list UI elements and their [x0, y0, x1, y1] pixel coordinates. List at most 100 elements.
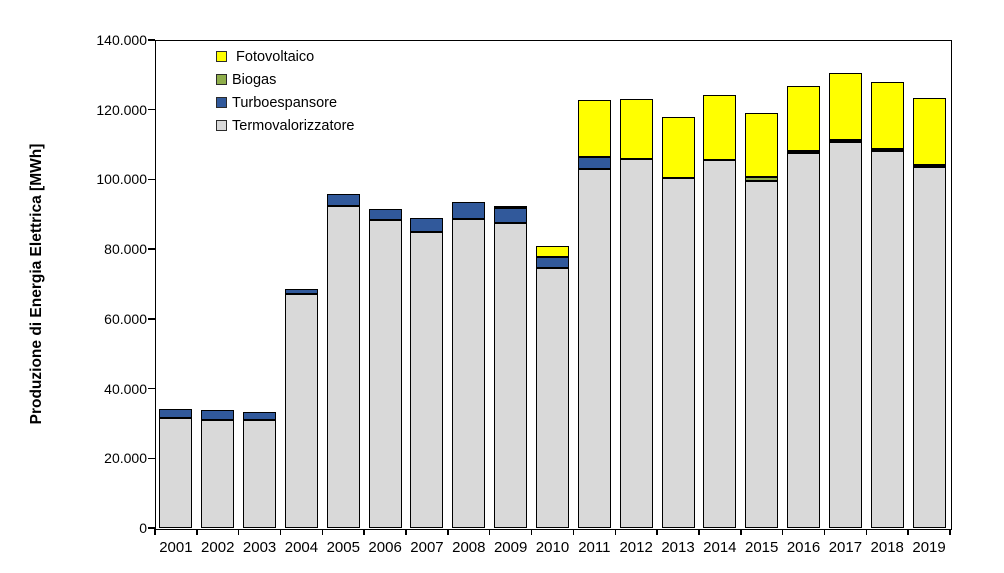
x-tick-mark — [614, 529, 616, 535]
bar-segment-fotovoltaico — [912, 97, 946, 166]
bar-segment-termovalorizzatore — [243, 419, 277, 528]
y-tick-mark — [148, 527, 155, 529]
bar-segment-turboespansore — [536, 256, 569, 268]
x-tick-mark — [823, 529, 826, 535]
bar-segment-termovalorizzatore — [201, 419, 235, 528]
bar-segment-termovalorizzatore — [284, 294, 318, 528]
bar-2012 — [619, 98, 653, 528]
x-tick-label: 2004 — [284, 539, 319, 556]
x-tick-label: 2011 — [578, 539, 611, 556]
legend-swatch-turboespansore — [216, 97, 227, 108]
bar-segment-termovalorizzatore — [494, 222, 528, 528]
bar-2018 — [870, 81, 904, 528]
x-tick-mark — [572, 529, 575, 535]
x-tick-mark — [656, 529, 658, 535]
legend: Fotovoltaico Biogas Turboespansore Termoval… — [216, 45, 355, 137]
bar-2002 — [201, 410, 235, 528]
x-tick-label: 2003 — [242, 539, 277, 556]
bar-2013 — [661, 116, 695, 528]
x-tick-label: 2013 — [661, 539, 695, 556]
bar-segment-turboespansore — [452, 202, 486, 219]
y-tick-label: 20.000 — [104, 450, 147, 467]
y-tick-label: 120.000 — [96, 101, 147, 118]
legend-label: Termovalorizzatore — [232, 117, 355, 134]
bar-2017 — [828, 72, 862, 528]
bar-segment-fotovoltaico — [577, 99, 611, 157]
bar-2007 — [410, 217, 444, 528]
bar-segment-termovalorizzatore — [326, 206, 360, 528]
y-tick-label: 40.000 — [104, 380, 147, 397]
y-tick-mark — [148, 108, 155, 111]
bar-segment-fotovoltaico — [703, 95, 737, 160]
bar-2010 — [536, 246, 569, 528]
bar-segment-termovalorizzatore — [368, 219, 402, 528]
legend-item-biogas: Biogas — [216, 68, 355, 91]
x-tick-label: 2008 — [452, 539, 486, 556]
legend-item-termovalorizzatore: Termovalorizzatore — [216, 114, 355, 137]
bar-2019 — [912, 97, 946, 528]
bar-segment-biogas — [912, 165, 946, 168]
x-tick-mark — [279, 529, 282, 535]
x-tick-mark — [321, 529, 324, 535]
bar-segment-fotovoltaico — [787, 86, 821, 152]
bar-segment-termovalorizzatore — [828, 142, 862, 528]
bar-segment-biogas — [870, 149, 904, 152]
y-tick-label: 80.000 — [104, 241, 147, 258]
x-tick-mark — [405, 529, 407, 535]
bar-2015 — [745, 112, 779, 528]
y-axis-title: Produzione di Energia Elettrica [MWh] — [28, 143, 45, 425]
x-tick-mark — [196, 529, 198, 535]
bar-segment-turboespansore — [368, 208, 402, 220]
bar-segment-fotovoltaico — [828, 72, 862, 141]
x-tick-mark — [363, 529, 365, 535]
bar-2004 — [284, 289, 318, 528]
legend-label: Fotovoltaico — [232, 48, 315, 65]
bar-segment-termovalorizzatore — [661, 177, 695, 528]
bar-segment-termovalorizzatore — [703, 159, 737, 528]
y-tick-mark — [148, 39, 155, 41]
legend-swatch-fotovoltaico — [216, 51, 227, 62]
bar-segment-termovalorizzatore — [159, 418, 193, 528]
bar-segment-turboespansore — [243, 411, 277, 420]
x-tick-mark — [447, 529, 449, 535]
y-tick-label: 100.000 — [96, 171, 147, 188]
x-tick-mark — [865, 529, 868, 535]
y-tick-label: 0 — [139, 520, 147, 536]
x-tick-mark — [488, 529, 491, 535]
x-tick-mark — [907, 529, 909, 535]
y-tick-label: 140.000 — [96, 32, 147, 48]
bar-segment-termovalorizzatore — [536, 267, 569, 528]
bar-2009 — [494, 206, 528, 528]
bar-segment-turboespansore — [326, 194, 360, 207]
bar-segment-termovalorizzatore — [577, 168, 611, 528]
x-tick-label: 2009 — [493, 539, 528, 556]
bar-segment-turboespansore — [494, 208, 528, 223]
bar-segment-termovalorizzatore — [745, 181, 779, 528]
bar-segment-termovalorizzatore — [870, 151, 904, 528]
y-tick-label: 60.000 — [104, 310, 147, 327]
x-tick-label: 2005 — [326, 539, 360, 556]
bar-2016 — [787, 86, 821, 528]
bar-2008 — [452, 202, 486, 528]
bar-segment-termovalorizzatore — [452, 218, 486, 528]
bars-layer — [155, 40, 950, 528]
y-tick-mark — [148, 457, 155, 460]
bar-segment-turboespansore — [201, 410, 235, 420]
bar-segment-biogas — [828, 140, 862, 143]
bar-2003 — [243, 411, 277, 528]
bar-segment-termovalorizzatore — [787, 153, 821, 528]
bar-segment-termovalorizzatore — [619, 158, 653, 528]
bar-segment-termovalorizzatore — [912, 167, 946, 528]
legend-swatch-termovalorizzatore — [216, 120, 227, 131]
x-tick-label: 2018 — [870, 539, 904, 556]
bar-segment-fotovoltaico — [536, 246, 569, 257]
x-tick-mark — [530, 529, 533, 535]
bar-segment-turboespansore — [284, 289, 318, 295]
x-tick-mark — [740, 529, 742, 535]
legend-swatch-biogas — [216, 74, 227, 85]
bar-2011 — [577, 99, 611, 528]
bar-segment-turboespansore — [159, 408, 193, 419]
x-tick-label: 2017 — [828, 539, 863, 556]
bar-segment-fotovoltaico — [661, 116, 695, 178]
